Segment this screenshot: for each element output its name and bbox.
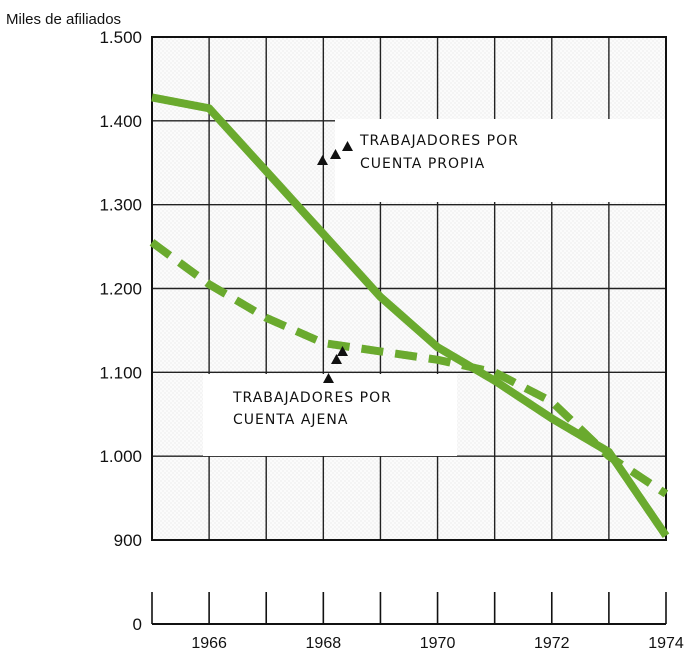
- x-tick-label: 1970: [420, 635, 456, 652]
- label-box-cuenta-ajena: [203, 374, 457, 456]
- y-axis-title: Miles de afiliados: [6, 11, 121, 28]
- triangle-marker-icon: [330, 149, 341, 159]
- label-cuenta-propia-line-1: TRABAJADORES POR: [359, 133, 519, 149]
- plot-frame: [151, 36, 667, 541]
- y-tick-label: 1.300: [99, 196, 142, 215]
- y-tick-label: 900: [114, 531, 142, 550]
- y-tick-label: 1.500: [99, 28, 142, 47]
- x-tick-label: 1968: [306, 635, 342, 652]
- x-tick-labels: 1966 1968 1970 1972 1974: [191, 635, 684, 652]
- y-tick-label: 1.000: [99, 447, 142, 466]
- triangle-marker-icon: [331, 354, 342, 364]
- triangle-marker-icon: [317, 155, 328, 165]
- series-line-cuenta-ajena: [149, 239, 669, 498]
- triangle-marker-icon: [337, 346, 348, 356]
- x-tick-label: 1966: [191, 635, 227, 652]
- y-tick-label: 1.100: [99, 363, 142, 382]
- y-tick-label: 1.200: [99, 280, 142, 299]
- x-tick-label: 1972: [534, 635, 570, 652]
- lower-axis-band: [151, 592, 667, 625]
- triangle-marker-icon: [323, 373, 334, 383]
- label-box-cuenta-propia: [335, 119, 666, 202]
- label-cuenta-ajena-line-2: CUENTA AJENA: [233, 412, 348, 428]
- label-cuenta-ajena: TRABAJADORES POR CUENTA AJENA: [232, 346, 392, 428]
- label-cuenta-propia: TRABAJADORES POR CUENTA PROPIA: [317, 133, 519, 172]
- label-cuenta-ajena-line-1: TRABAJADORES POR: [232, 390, 392, 406]
- series-layer: [149, 93, 670, 539]
- triangle-marker-icon: [342, 141, 353, 151]
- y-tick-label-zero: 0: [133, 615, 142, 634]
- y-tick-labels: 1.500 1.400 1.300 1.200 1.100 1.000 900 0: [99, 28, 142, 634]
- x-tick-label: 1974: [648, 635, 684, 652]
- label-cuenta-propia-line-2: CUENTA PROPIA: [360, 156, 485, 172]
- y-tick-label: 1.400: [99, 112, 142, 131]
- series-line-cuenta-propia: [151, 93, 670, 539]
